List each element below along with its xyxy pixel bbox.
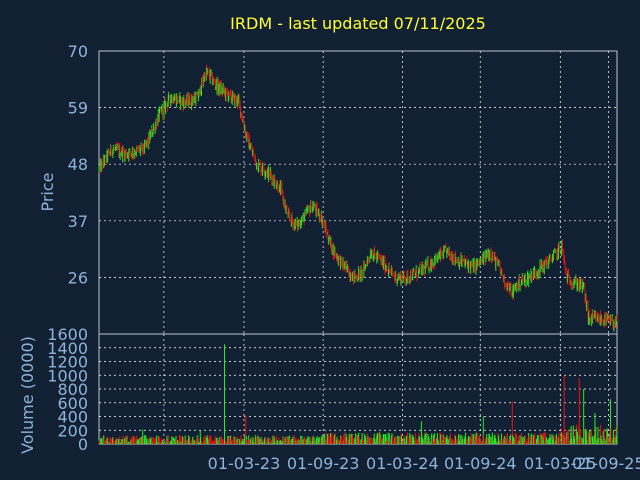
chart-title: IRDM - last updated 07/11/2025: [230, 14, 486, 33]
x-tick-label: 01-03-24: [366, 454, 439, 473]
price-candles: [98, 64, 618, 332]
price-y-tick-label: 70: [68, 42, 88, 61]
volume-y-axis-label: Volume (0000): [18, 336, 37, 454]
price-y-tick-label: 37: [68, 212, 88, 231]
price-y-tick-label: 59: [68, 99, 88, 118]
x-tick-label: 01-09-25: [572, 454, 640, 473]
price-y-tick-labels: 26 37 48 59 70: [68, 42, 88, 287]
volume-y-tick-label: 1600: [47, 325, 88, 344]
volume-y-tick-label: 1200: [47, 353, 88, 372]
volume-bars: [98, 344, 618, 444]
volume-y-tick-label: 0: [78, 435, 88, 454]
volume-gridlines: [99, 334, 617, 444]
x-tick-label: 01-09-24: [444, 454, 517, 473]
x-tick-label: 01-03-25: [524, 454, 597, 473]
price-y-axis-label: Price: [38, 172, 57, 211]
volume-y-tick-label: 600: [57, 394, 88, 413]
price-y-tick-label: 48: [68, 155, 88, 174]
x-tick-labels: 01-03-23 01-09-23 01-03-24 01-09-24 01-03-25…: [208, 454, 640, 473]
price-y-tick-label: 26: [68, 268, 88, 287]
x-tick-label: 01-03-23: [208, 454, 281, 473]
volume-y-tick-label: 1400: [47, 339, 88, 358]
volume-y-tick-label: 1000: [47, 366, 88, 385]
x-tick-label: 01-09-23: [287, 454, 360, 473]
volume-y-tick-label: 800: [57, 380, 88, 399]
volume-y-tick-label: 400: [57, 408, 88, 427]
volume-y-tick-label: 200: [57, 421, 88, 440]
